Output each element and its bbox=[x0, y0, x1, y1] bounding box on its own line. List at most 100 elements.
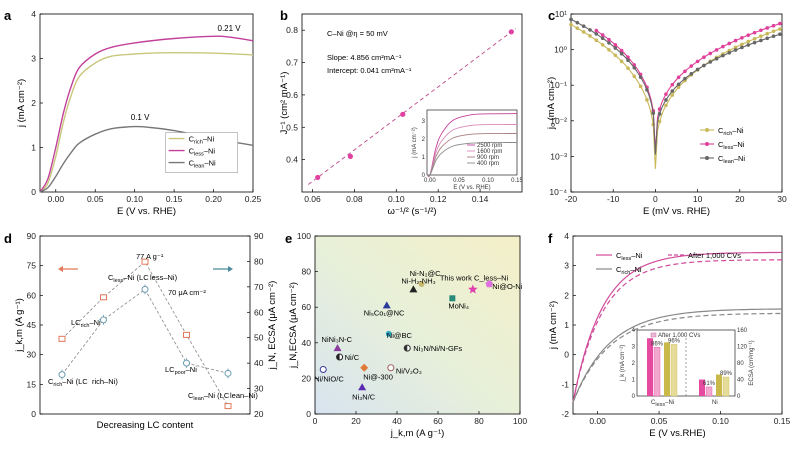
data-point bbox=[508, 29, 514, 35]
data-point bbox=[702, 63, 706, 68]
x-tick-label: 0.20 bbox=[205, 194, 222, 204]
inset-y-tick: 2 bbox=[422, 137, 426, 143]
y-tick-label: 4 bbox=[564, 231, 569, 241]
y-tick-label: 10⁻⁴ bbox=[549, 187, 567, 197]
data-point bbox=[771, 34, 776, 39]
data-point bbox=[360, 363, 369, 372]
data-point bbox=[733, 48, 738, 52]
y-tick-label: 40 bbox=[302, 338, 312, 348]
data-point bbox=[746, 33, 751, 37]
point-label: LCpoor–Ni bbox=[165, 365, 197, 376]
y-tick-label: 0.8 bbox=[286, 25, 298, 35]
data-point bbox=[670, 89, 675, 93]
data-point bbox=[657, 112, 662, 116]
data-point bbox=[752, 30, 757, 35]
data-point bbox=[771, 29, 776, 34]
x-tick-label: 20 bbox=[735, 194, 745, 204]
plot-frame bbox=[301, 13, 523, 193]
data-point bbox=[759, 38, 763, 43]
legend-text: Clean–Ni bbox=[189, 159, 216, 170]
x-tick-label: 0.00 bbox=[589, 416, 606, 426]
data-point bbox=[387, 364, 395, 372]
inset-group-label: Ni bbox=[712, 400, 718, 406]
y-tick-label: 10⁻² bbox=[550, 116, 567, 126]
series-line-0 bbox=[572, 251, 783, 403]
legend-text: Cless–Ni bbox=[718, 140, 745, 151]
point-label: Ni-N₂@C bbox=[410, 269, 442, 278]
x-tick-label: 30 bbox=[777, 194, 787, 204]
y-axis-label: J⁻¹ (cm² mA⁻¹) bbox=[279, 72, 290, 135]
x-axis-label: E (V vs. RHE) bbox=[117, 206, 176, 217]
y-tick-label-right: 50 bbox=[254, 333, 264, 343]
y-tick-label: 80 bbox=[302, 267, 312, 277]
x-tick-label: 80 bbox=[474, 416, 484, 426]
x-tick-label: 0.12 bbox=[430, 194, 447, 204]
y-axis-label: j (mA cm⁻²) bbox=[16, 79, 27, 128]
x-tick-label: 10 bbox=[693, 194, 703, 204]
data-point bbox=[607, 41, 611, 45]
y-tick-label-left: 75 bbox=[27, 261, 37, 271]
data-point bbox=[626, 66, 630, 71]
data-point bbox=[569, 17, 573, 22]
data-point bbox=[721, 44, 725, 49]
inset-legend-swatch bbox=[650, 332, 657, 338]
point-label-suffix: lean–Ni) bbox=[230, 391, 258, 400]
inset-y-tick-right: 80 bbox=[737, 361, 744, 367]
point-label: This work C_less–Ni bbox=[440, 273, 509, 282]
data-point bbox=[594, 38, 599, 43]
data-point-specific bbox=[141, 285, 149, 293]
y-tick-label: 100 bbox=[297, 231, 311, 241]
data-point-half bbox=[404, 345, 408, 352]
inset-bar-ecsa-after bbox=[670, 344, 678, 397]
inset-legend-text: 1600 rpm bbox=[477, 149, 502, 155]
data-point bbox=[721, 53, 725, 58]
data-point bbox=[575, 20, 580, 25]
annotation-mass: 77 A g⁻¹ bbox=[136, 252, 164, 261]
inset-bar-jk-after bbox=[705, 386, 713, 397]
arrow-left-head bbox=[58, 266, 63, 272]
x-tick-label: 0.00 bbox=[48, 194, 65, 204]
y-tick-label: 0 bbox=[31, 187, 36, 197]
data-point bbox=[619, 59, 624, 64]
x-tick-label: 60 bbox=[433, 416, 443, 426]
legend-text: Crich–Ni bbox=[718, 126, 744, 137]
panel-label-b: b bbox=[280, 8, 288, 23]
data-point bbox=[638, 75, 643, 79]
annotation-a2: 0.1 V bbox=[131, 113, 150, 122]
panel-c: c -20 -10 0 10 20 30 10⁻⁴ 10⁻³ 10⁻² 10⁻¹ 10⁰ 10¹ E (m… bbox=[546, 8, 787, 217]
data-point bbox=[588, 28, 592, 32]
inset-y-tick: 1 bbox=[422, 155, 426, 161]
inset-y-label-left: j_k (mA cm⁻²) bbox=[620, 345, 626, 383]
data-point bbox=[600, 33, 605, 37]
inset-x-label: E (V vs. RHE) bbox=[453, 185, 490, 191]
data-point bbox=[702, 55, 706, 60]
data-point bbox=[594, 28, 599, 33]
legend-text: Clean–Ni bbox=[718, 154, 745, 165]
y-tick-label: 0.4 bbox=[286, 155, 298, 165]
y-tick-label: 4 bbox=[31, 9, 36, 19]
y-tick-label: 1 bbox=[564, 320, 569, 330]
point-label: Ni@O-Ni bbox=[492, 282, 522, 291]
data-point bbox=[418, 281, 425, 288]
series-line-2 bbox=[572, 308, 783, 403]
data-point bbox=[645, 88, 649, 92]
point-label: Ni@BC bbox=[387, 331, 413, 340]
data-point bbox=[619, 48, 624, 53]
data-point bbox=[778, 21, 782, 26]
inset-y-tick-left: 0 bbox=[632, 394, 636, 400]
data-point bbox=[695, 59, 700, 64]
data-point bbox=[683, 76, 687, 81]
plot-frame bbox=[314, 235, 521, 415]
data-point-mass bbox=[141, 258, 149, 265]
series-line-3 bbox=[572, 312, 783, 403]
data-point-specific bbox=[58, 371, 66, 379]
x-tick-label: -20 bbox=[565, 194, 578, 204]
annotation-a1: 0.21 V bbox=[218, 24, 242, 33]
data-point bbox=[714, 56, 719, 61]
data-point bbox=[727, 41, 732, 46]
slope-text: Slope: 4.856 cm²mA⁻¹ bbox=[327, 53, 402, 62]
data-point bbox=[626, 58, 630, 63]
y-axis-label-left: j_k,m (A g⁻¹) bbox=[14, 298, 25, 353]
point-label-suffix: less–Ni) bbox=[150, 273, 178, 282]
